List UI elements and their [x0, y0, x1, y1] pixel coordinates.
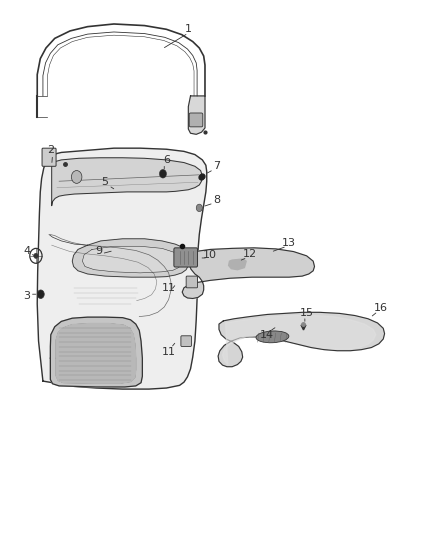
- Text: 9: 9: [95, 246, 102, 255]
- Text: 10: 10: [203, 250, 217, 260]
- FancyBboxPatch shape: [186, 276, 198, 288]
- FancyBboxPatch shape: [42, 148, 56, 166]
- Text: 3: 3: [24, 291, 31, 301]
- Ellipse shape: [256, 331, 289, 343]
- Polygon shape: [52, 158, 202, 206]
- Polygon shape: [37, 148, 207, 389]
- Text: 12: 12: [243, 249, 257, 259]
- Polygon shape: [50, 317, 142, 387]
- Polygon shape: [56, 324, 136, 383]
- FancyBboxPatch shape: [189, 113, 203, 127]
- Circle shape: [196, 204, 202, 212]
- Text: 16: 16: [374, 303, 388, 313]
- Text: 11: 11: [162, 347, 176, 357]
- Text: 2: 2: [47, 146, 54, 155]
- FancyBboxPatch shape: [181, 336, 191, 346]
- Circle shape: [37, 290, 44, 298]
- Polygon shape: [188, 96, 205, 134]
- Text: 11: 11: [162, 283, 176, 293]
- Text: 13: 13: [282, 238, 296, 247]
- FancyBboxPatch shape: [174, 248, 198, 267]
- Polygon shape: [229, 259, 246, 270]
- Text: 6: 6: [163, 155, 170, 165]
- Circle shape: [159, 169, 166, 178]
- Circle shape: [34, 253, 38, 259]
- Polygon shape: [182, 248, 314, 298]
- Text: 8: 8: [213, 195, 220, 205]
- Text: 7: 7: [213, 161, 220, 171]
- Text: 14: 14: [260, 330, 274, 340]
- Text: 15: 15: [300, 308, 314, 318]
- Polygon shape: [82, 246, 182, 273]
- Polygon shape: [218, 312, 385, 367]
- Text: 1: 1: [185, 25, 192, 34]
- Text: 4: 4: [24, 246, 31, 255]
- Polygon shape: [223, 316, 376, 365]
- Polygon shape: [72, 239, 189, 277]
- Circle shape: [71, 171, 82, 183]
- Text: 5: 5: [102, 177, 109, 187]
